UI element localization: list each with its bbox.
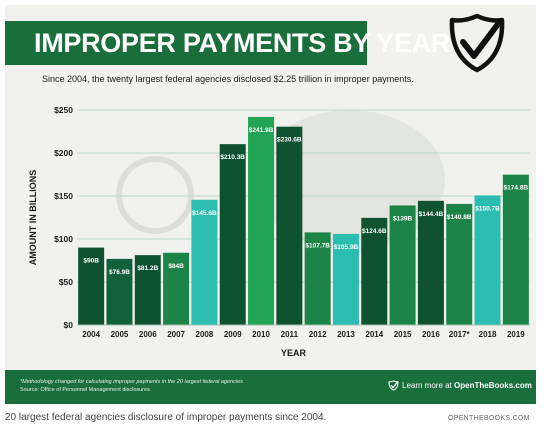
x-tick-label: 2007 [167,330,185,339]
y-tick-label: $100 [54,234,73,244]
data-label: $241.9B [249,127,274,134]
footer-banner [5,370,536,404]
data-label: $107.7B [305,242,330,249]
x-tick-label: 2017* [449,330,471,339]
bar [417,200,444,325]
data-label: $145.6B [192,210,217,217]
x-tick-label: 2019 [507,330,525,339]
checkmark-icon [388,380,399,392]
data-label: $84B [168,263,184,270]
y-tick-label: $150 [54,191,73,201]
bar [474,195,501,325]
data-label: $105.9B [334,244,359,251]
chart-subtitle: Since 2004, the twenty largest federal a… [42,74,414,84]
data-label: $124.6B [362,228,387,235]
data-label: $144.4B [419,211,444,218]
learn-more-link[interactable]: Learn more at OpenTheBooks.com [388,379,532,393]
bar [78,247,105,325]
x-tick-label: 2014 [365,330,383,339]
bar [389,205,416,325]
data-label: $139B [393,215,412,222]
x-tick-label: 2013 [337,330,355,339]
bar [134,255,161,325]
bar-chart: $0 $50 $100 $150 $200 $250 AMOUNT IN BILLIONS $… [28,105,530,358]
x-tick-label: 2005 [111,330,129,339]
y-axis-label: AMOUNT IN BILLIONS [28,170,38,266]
data-label: $81.2B [137,265,158,272]
x-tick-label: 2009 [224,330,242,339]
x-tick-label: 2006 [139,330,157,339]
x-tick-label: 2010 [252,330,270,339]
bar [248,116,275,325]
source-credit: OPENTHEBOOKS.COM [448,415,530,422]
bar [163,252,190,325]
bar [276,126,303,326]
chart-title: IMPROPER PAYMENTS BY YEAR [34,28,451,58]
bar [106,258,133,325]
data-label: $150.7B [475,205,500,212]
x-tick-label: 2011 [281,330,299,339]
data-label: $174.8B [504,185,529,192]
bar [304,232,331,325]
y-tick-label: $50 [59,277,73,287]
x-axis-label: YEAR [281,348,307,358]
learn-more-site[interactable]: OpenTheBooks.com [454,381,532,390]
bar [191,199,218,325]
bar [361,217,388,325]
image-caption: 20 largest federal agencies disclosure o… [5,412,327,423]
x-tick-label: 2008 [196,330,214,339]
data-label: $90B [83,258,99,265]
infographic-card: IMPROPER PAYMENTS BY YEAR Since 2004, th… [5,5,536,404]
background-seal-watermark [116,156,194,234]
bar [446,203,473,325]
methodology-footnote: *Methodology changed for calculating imp… [20,379,243,385]
x-tick-label: 2016 [422,330,440,339]
bar [219,144,246,325]
bar [502,174,529,325]
data-label: $76.9B [109,269,130,276]
data-label: $210.3B [220,154,245,161]
x-tick-label: 2018 [479,330,497,339]
source-note: Source: Office of Personnel Management d… [20,387,150,393]
data-label: $140.8B [447,214,472,221]
y-tick-label: $250 [54,105,73,115]
x-tick-label: 2015 [394,330,412,339]
learn-more-prefix: Learn more at [402,381,455,390]
data-label: $230.6B [277,137,302,144]
x-tick-label: 2004 [82,330,100,339]
y-tick-label: $0 [64,320,74,330]
checkmark-shield-icon [449,13,505,73]
x-tick-label: 2012 [309,330,327,339]
title-banner [5,21,367,65]
y-tick-label: $200 [54,148,73,158]
bar [332,233,359,325]
